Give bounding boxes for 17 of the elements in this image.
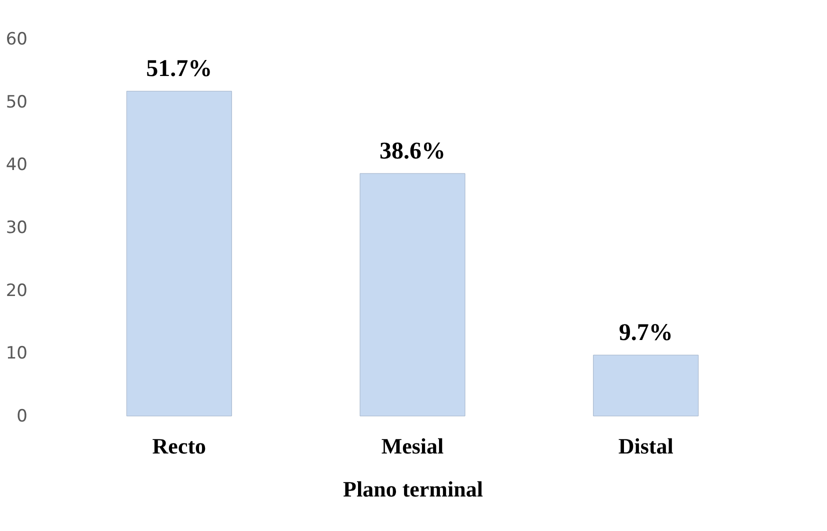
data-label: 38.6% (380, 138, 446, 164)
y-tick-label: 0 (16, 406, 28, 426)
bar (360, 173, 466, 416)
data-label: 51.7% (146, 56, 212, 82)
y-tick-label: 60 (6, 30, 28, 50)
y-tick-label: 40 (6, 155, 28, 176)
x-tick-label: Mesial (381, 434, 444, 458)
data-label: 9.7% (618, 320, 673, 346)
x-axis-title: Plano terminal (343, 476, 483, 502)
bar (593, 354, 699, 416)
y-tick-label: 30 (6, 218, 28, 238)
y-tick-label: 50 (6, 92, 28, 112)
x-tick-label: Distal (618, 434, 674, 458)
y-tick-label: 10 (6, 344, 28, 364)
bar (126, 90, 232, 416)
y-tick-label: 20 (6, 280, 28, 301)
x-tick-label: Recto (152, 434, 206, 458)
